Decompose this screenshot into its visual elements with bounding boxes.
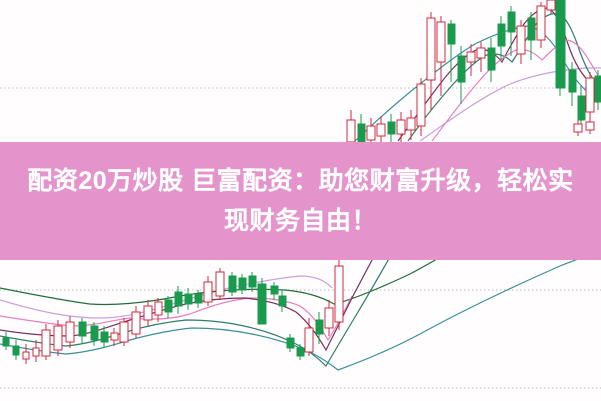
- candles-upper: [346, 0, 601, 143]
- ma10-line-upper: [397, 7, 601, 142]
- promo-line-1: 配资20万炒股 巨富配资：助您财富升级，轻松实: [27, 167, 574, 195]
- ma30-line-lower: [0, 221, 501, 306]
- ma120-line-upper: [419, 67, 601, 142]
- promo-line-2: 现财务自由！: [223, 207, 377, 235]
- candles-lower: [2, 260, 344, 364]
- ma5-line-upper: [431, 39, 601, 142]
- promo-banner: 配资20万炒股 巨富配资：助您财富升级，轻松实 现财务自由！: [0, 142, 601, 260]
